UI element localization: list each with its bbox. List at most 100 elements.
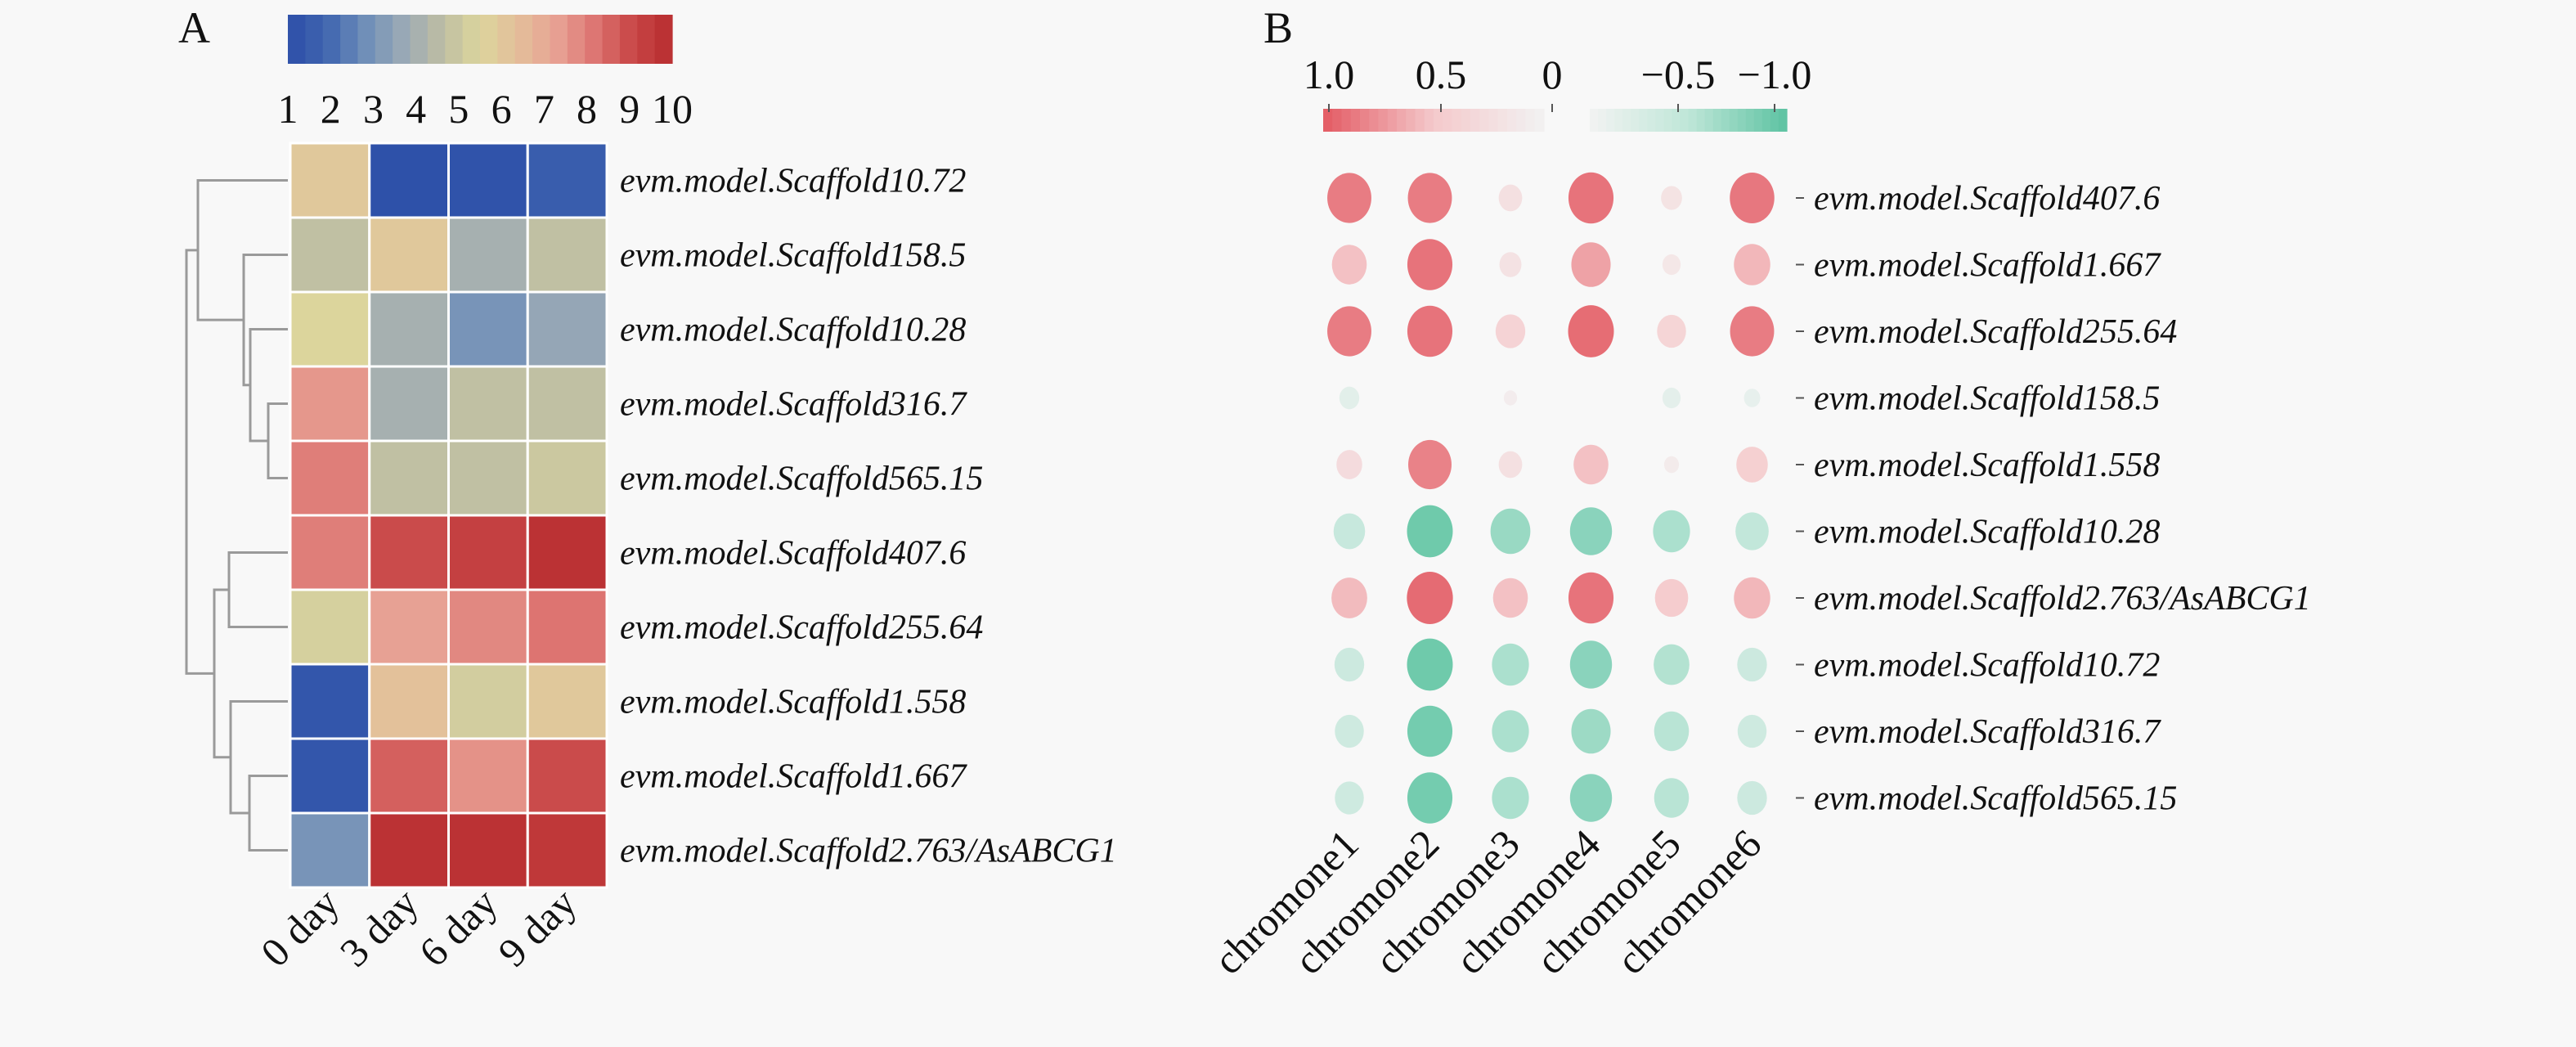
- legend-negative-segment: [1672, 109, 1681, 132]
- heatmap-cell: [368, 439, 450, 517]
- legend-tick-label: 0.5: [1416, 52, 1467, 97]
- heatmap-cell: [447, 365, 529, 443]
- legend-positive-segment: [1479, 109, 1490, 132]
- correlation-bubbles: [1327, 172, 1775, 824]
- heatmap-cell: [447, 142, 529, 219]
- heatmap-cell: [447, 811, 529, 889]
- heatmap-cell: [447, 514, 529, 591]
- legend-negative-segment: [1778, 109, 1788, 132]
- correlation-bubble: [1569, 774, 1613, 822]
- correlation-bubble: [1744, 389, 1761, 407]
- legend-tick-label: 1.0: [1304, 52, 1355, 97]
- correlation-bubble: [1653, 510, 1690, 553]
- legend-positive-segment: [1525, 109, 1536, 132]
- correlation-bubble: [1492, 776, 1529, 820]
- heatmap-cell: [447, 588, 529, 666]
- panel-label-a: A: [178, 3, 210, 52]
- correlation-bubble: [1662, 254, 1681, 276]
- correlation-bubble: [1657, 314, 1686, 348]
- heatmap-row-label: evm.model.Scaffold407.6: [620, 535, 966, 573]
- correlation-bubble: [1568, 172, 1614, 224]
- colorbar-segment: [305, 15, 324, 64]
- legend-positive-segment: [1461, 109, 1471, 132]
- correlation-row-labels: evm.model.Scaffold407.6 evm.model.Scaffol…: [1796, 180, 2311, 818]
- heatmap-cell: [526, 737, 608, 815]
- correlation-bubble: [1498, 451, 1523, 479]
- correlation-bubble: [1654, 711, 1690, 752]
- colorbar-segment: [550, 15, 568, 64]
- legend-negative-segment: [1721, 109, 1730, 132]
- correlation-bubble: [1737, 647, 1767, 682]
- heatmap-cell: [368, 588, 450, 666]
- correlation-bubble: [1654, 644, 1690, 685]
- legend-negative-segment: [1680, 109, 1690, 132]
- heatmap-cell: [289, 439, 371, 517]
- heatmap-row-label: evm.model.Scaffold158.5: [620, 237, 966, 275]
- legend-positive-segment: [1534, 109, 1545, 132]
- panel-label-b: B: [1263, 3, 1293, 52]
- colorbar-segment: [445, 15, 464, 64]
- correlation-bubble: [1569, 640, 1613, 689]
- correlation-bubble: [1327, 306, 1371, 357]
- correlation-bubble: [1335, 714, 1364, 748]
- heatmap-row-label: evm.model.Scaffold316.7: [620, 386, 967, 424]
- heatmap-cell: [289, 365, 371, 443]
- heatmap-row-label: evm.model.Scaffold1.558: [620, 684, 966, 721]
- heatmap-cell: [289, 216, 371, 294]
- colorbar-segment: [427, 15, 446, 64]
- heatmap-cell: [368, 216, 450, 294]
- colorbar-segment: [585, 15, 604, 64]
- colorbar-tick-label: 6: [491, 86, 512, 132]
- legend-negative-segment: [1614, 109, 1623, 132]
- colorbar-segment: [602, 15, 621, 64]
- heatmap-cell: [368, 142, 450, 219]
- legend-negative-segment: [1622, 109, 1631, 132]
- correlation-bubble: [1571, 708, 1611, 754]
- legend-negative-segment: [1737, 109, 1747, 132]
- legend-negative-segment: [1704, 109, 1714, 132]
- correlation-bubble: [1654, 778, 1690, 818]
- legend-positive-segment: [1397, 109, 1407, 132]
- legend-negative-segment: [1655, 109, 1664, 132]
- heatmap-cell: [526, 142, 608, 219]
- correlation-bubble: [1492, 643, 1529, 686]
- colorbar-segment: [567, 15, 586, 64]
- legend-negative-segment: [1606, 109, 1615, 132]
- correlation-bubble: [1407, 638, 1453, 691]
- correlation-bubble: [1734, 244, 1770, 285]
- correlation-bubble: [1407, 173, 1452, 223]
- legend-positive-segment: [1452, 109, 1462, 132]
- correlation-bubble: [1407, 305, 1453, 357]
- correlation-row-label: evm.model.Scaffold10.28: [1814, 514, 2160, 551]
- correlation-bubble: [1571, 242, 1611, 287]
- heatmap-cell: [289, 514, 371, 591]
- legend-negative-segment: [1688, 109, 1698, 132]
- heatmap-cell: [526, 439, 608, 517]
- correlation-bubble: [1331, 577, 1367, 618]
- correlation-bubble: [1495, 314, 1526, 348]
- colorbar-tick-label: 5: [448, 86, 469, 132]
- heatmap-panel: A 1 2 3 4 5 6 7 8 9 10 evm.model.Scaffold10.72evm…: [178, 3, 1117, 975]
- colorbar-tick-label: 4: [406, 86, 426, 132]
- legend-negative-segment: [1663, 109, 1673, 132]
- heatmap-cell: [447, 663, 529, 740]
- correlation-bubble: [1492, 577, 1528, 618]
- legend-positive-segment: [1470, 109, 1480, 132]
- colorbar-segment: [532, 15, 551, 64]
- correlation-bubble: [1568, 305, 1614, 357]
- correlation-bubble: [1327, 173, 1371, 223]
- colorbar-tick-label: 2: [321, 86, 341, 132]
- legend-positive-segment: [1378, 109, 1389, 132]
- correlation-row-label: evm.model.Scaffold1.558: [1814, 447, 2160, 484]
- legend-negative-segment: [1712, 109, 1722, 132]
- colorbar-segment: [654, 15, 673, 64]
- legend-positive-segment: [1516, 109, 1527, 132]
- legend-negative-segment: [1770, 109, 1779, 132]
- legend-negative-segment: [1590, 109, 1599, 132]
- colorbar-tick-label: 1: [278, 86, 298, 132]
- correlation-bubble: [1335, 781, 1364, 815]
- heatmap-cell: [368, 514, 450, 591]
- correlation-row-label: evm.model.Scaffold158.5: [1814, 380, 2160, 418]
- correlation-bubble: [1490, 508, 1531, 555]
